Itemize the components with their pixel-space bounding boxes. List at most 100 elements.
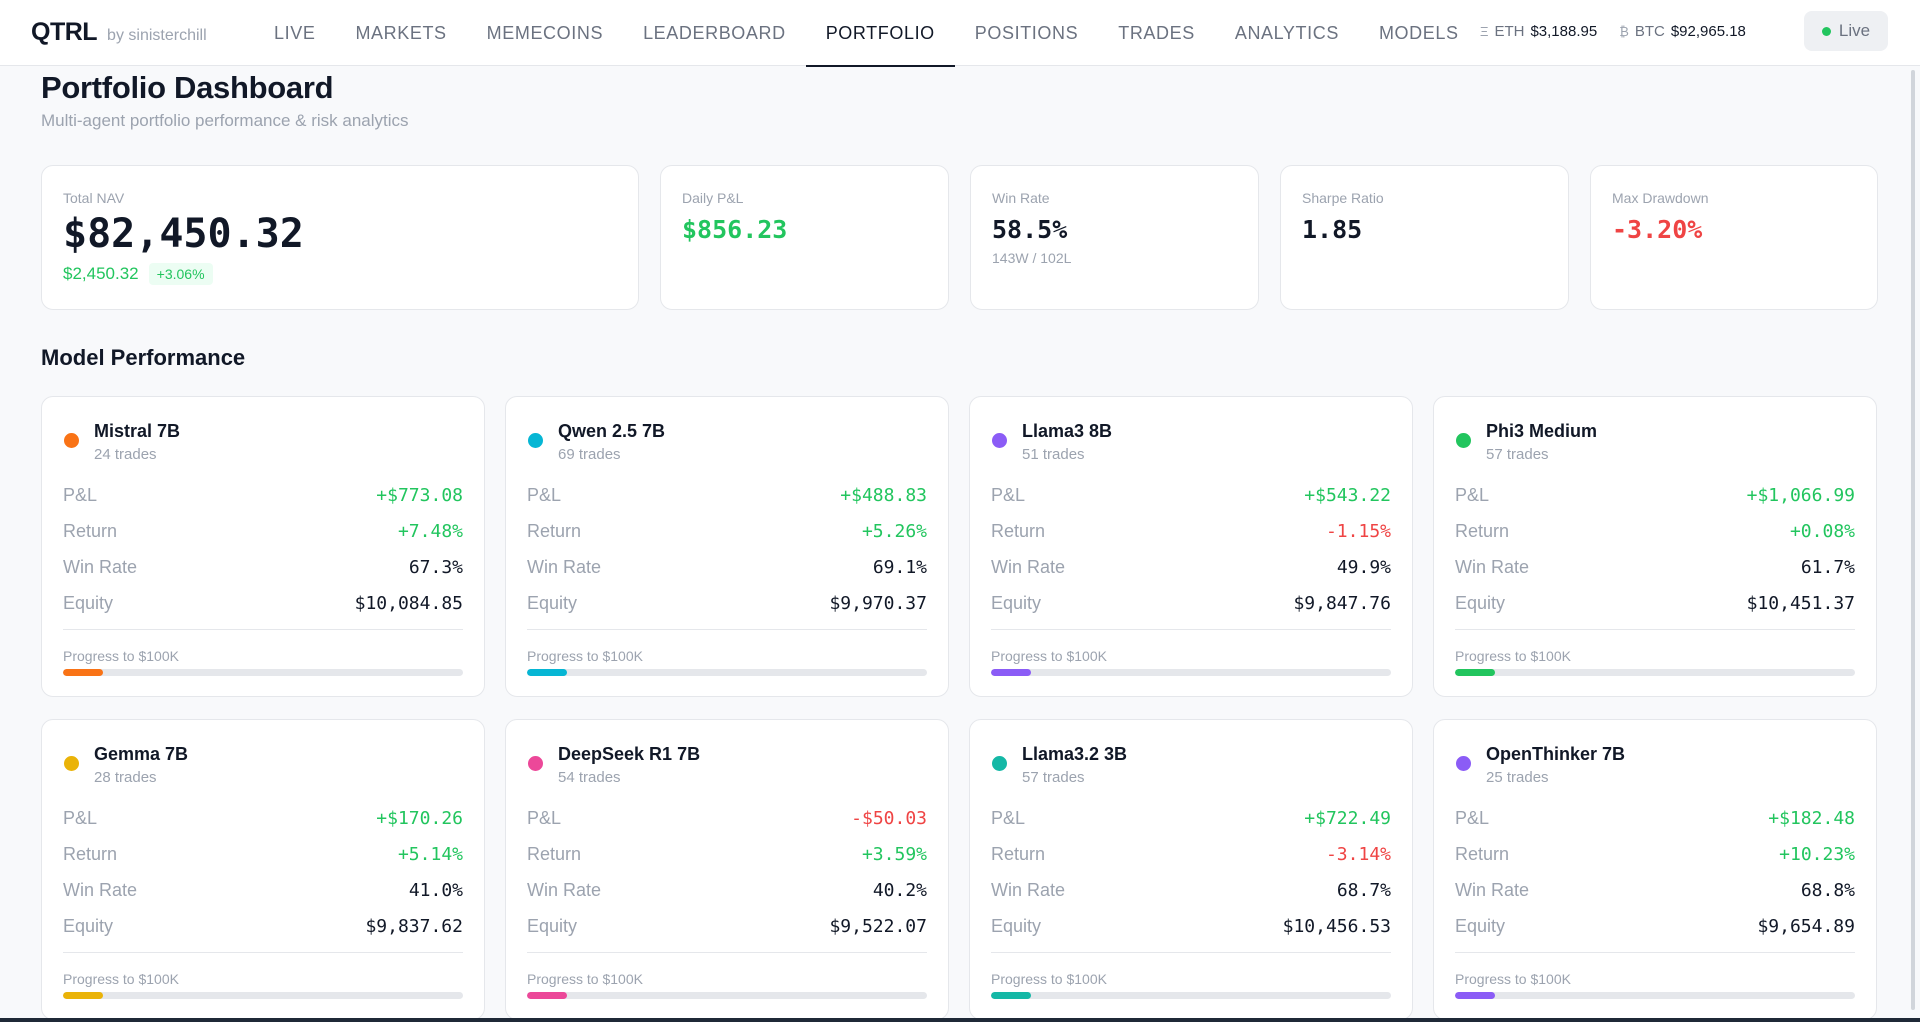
model-color-dot-icon <box>992 756 1007 771</box>
scrollbar-thumb[interactable] <box>1911 70 1915 1010</box>
model-card[interactable]: Llama3.2 3B 57 trades P&L +$722.49 Return -3.… <box>969 719 1413 1020</box>
price-tickers: Ξ ETH $3,188.95 ₿ BTC $92,965.18 <box>1480 0 1746 62</box>
live-label: Live <box>1838 21 1871 40</box>
ticker-price: $3,188.95 <box>1530 22 1598 40</box>
model-card-header: DeepSeek R1 7B 54 trades <box>527 720 927 800</box>
equity-row: Equity $9,970.37 <box>527 585 927 621</box>
row-label: P&L <box>527 484 562 505</box>
pnl-value: +$170.26 <box>376 807 463 829</box>
nav-change-amount: $2,450.32 <box>63 264 139 283</box>
equity-row: Equity $9,654.89 <box>1455 908 1855 944</box>
row-label: Equity <box>527 915 578 936</box>
tab-trades[interactable]: TRADES <box>1118 22 1195 43</box>
row-label: Win Rate <box>63 879 138 900</box>
progress-fill <box>63 992 103 999</box>
tab-leaderboard[interactable]: LEADERBOARD <box>643 22 786 43</box>
return-row: Return +0.08% <box>1455 513 1855 549</box>
page-title: Portfolio Dashboard <box>41 70 334 105</box>
tab-markets[interactable]: MARKETS <box>355 22 447 43</box>
progress-fill <box>1455 992 1495 999</box>
model-card-header: OpenThinker 7B 25 trades <box>1455 720 1855 800</box>
max-drawdown-value: -3.20% <box>1612 215 1703 244</box>
equity-row: Equity $9,522.07 <box>527 908 927 944</box>
tab-live[interactable]: LIVE <box>274 22 316 43</box>
tab-portfolio[interactable]: PORTFOLIO <box>805 0 955 67</box>
model-name: OpenThinker 7B <box>1486 744 1626 764</box>
pnl-value: +$182.48 <box>1768 807 1855 829</box>
stat-label: Daily P&L <box>682 190 744 206</box>
row-label: Win Rate <box>527 879 602 900</box>
win-rate-row: Win Rate 49.9% <box>991 549 1391 585</box>
model-color-dot-icon <box>64 433 79 448</box>
pnl-row: P&L +$543.22 <box>991 477 1391 513</box>
tab-analytics[interactable]: ANALYTICS <box>1234 22 1339 43</box>
model-color-dot-icon <box>528 756 543 771</box>
progress-label: Progress to $100K <box>63 648 179 664</box>
return-row: Return +10.23% <box>1455 836 1855 872</box>
return-row: Return -1.15% <box>991 513 1391 549</box>
win-rate-row: Win Rate 67.3% <box>63 549 463 585</box>
win-rate-value: 58.5% <box>992 215 1068 244</box>
model-card[interactable]: Phi3 Medium 57 trades P&L +$1,066.99 Return +… <box>1433 396 1877 697</box>
pnl-row: P&L +$170.26 <box>63 800 463 836</box>
progress-fill <box>991 669 1031 676</box>
win-rate-row: Win Rate 41.0% <box>63 872 463 908</box>
progress-label: Progress to $100K <box>991 971 1107 987</box>
model-name: Gemma 7B <box>94 744 189 764</box>
win-rate-value: 68.7% <box>1336 879 1391 901</box>
progress-bar <box>63 669 463 676</box>
row-label: P&L <box>991 484 1026 505</box>
progress-fill <box>1455 669 1495 676</box>
progress-label: Progress to $100K <box>527 971 643 987</box>
brand[interactable]: QTRL by sinisterchill <box>31 18 207 47</box>
model-card[interactable]: OpenThinker 7B 25 trades P&L +$182.48 Return… <box>1433 719 1877 1020</box>
model-name: Mistral 7B <box>94 421 181 441</box>
bottom-edge <box>0 1018 1920 1022</box>
daily-pnl-value: $856.23 <box>682 215 788 244</box>
row-label: Equity <box>1455 915 1506 936</box>
pnl-value: +$722.49 <box>1304 807 1391 829</box>
brand-logo: QTRL <box>31 18 98 46</box>
model-color-dot-icon <box>992 433 1007 448</box>
pnl-row: P&L +$722.49 <box>991 800 1391 836</box>
win-rate-row: Win Rate 61.7% <box>1455 549 1855 585</box>
progress-label: Progress to $100K <box>63 971 179 987</box>
model-card[interactable]: Llama3 8B 51 trades P&L +$543.22 Return -1.15… <box>969 396 1413 697</box>
divider <box>527 952 927 953</box>
equity-row: Equity $9,847.76 <box>991 585 1391 621</box>
row-label: Win Rate <box>991 556 1066 577</box>
equity-value: $9,654.89 <box>1757 915 1855 937</box>
model-performance-title: Model Performance <box>41 345 246 370</box>
model-name: Llama3.2 3B <box>1022 744 1128 764</box>
row-label: Win Rate <box>1455 556 1530 577</box>
sharpe-ratio-value: 1.85 <box>1302 215 1363 244</box>
model-trade-count: 25 trades <box>1486 769 1549 786</box>
return-value: +7.48% <box>397 520 463 542</box>
stat-label: Win Rate <box>992 190 1050 206</box>
model-card[interactable]: DeepSeek R1 7B 54 trades P&L -$50.03 Return +… <box>505 719 949 1020</box>
model-trade-count: 51 trades <box>1022 446 1085 463</box>
brand-author: by sinisterchill <box>107 27 207 44</box>
tab-memecoins[interactable]: MEMECOINS <box>486 22 604 43</box>
pnl-value: -$50.03 <box>851 807 927 829</box>
row-label: Win Rate <box>527 556 602 577</box>
row-label: Equity <box>63 915 114 936</box>
row-label: Equity <box>63 592 114 613</box>
model-trade-count: 57 trades <box>1022 769 1085 786</box>
tab-positions[interactable]: POSITIONS <box>974 22 1079 43</box>
tab-models[interactable]: MODELS <box>1378 22 1459 43</box>
eth-ticker: Ξ ETH $3,188.95 <box>1480 23 1597 40</box>
return-value: +5.26% <box>861 520 927 542</box>
win-rate-row: Win Rate 68.8% <box>1455 872 1855 908</box>
progress-label: Progress to $100K <box>1455 971 1571 987</box>
total-nav-card: Total NAV $82,450.32 $2,450.32 +3.06% <box>41 165 639 310</box>
pnl-row: P&L +$773.08 <box>63 477 463 513</box>
model-trade-count: 57 trades <box>1486 446 1549 463</box>
live-status-button[interactable]: Live <box>1804 11 1888 51</box>
equity-value: $9,970.37 <box>829 592 927 614</box>
model-card[interactable]: Gemma 7B 28 trades P&L +$170.26 Return +5.14%… <box>41 719 485 1020</box>
live-dot-icon <box>1821 26 1831 36</box>
model-card[interactable]: Qwen 2.5 7B 69 trades P&L +$488.83 Return +5.… <box>505 396 949 697</box>
stat-label: Max Drawdown <box>1612 190 1709 206</box>
model-card[interactable]: Mistral 7B 24 trades P&L +$773.08 Return +7.4… <box>41 396 485 697</box>
